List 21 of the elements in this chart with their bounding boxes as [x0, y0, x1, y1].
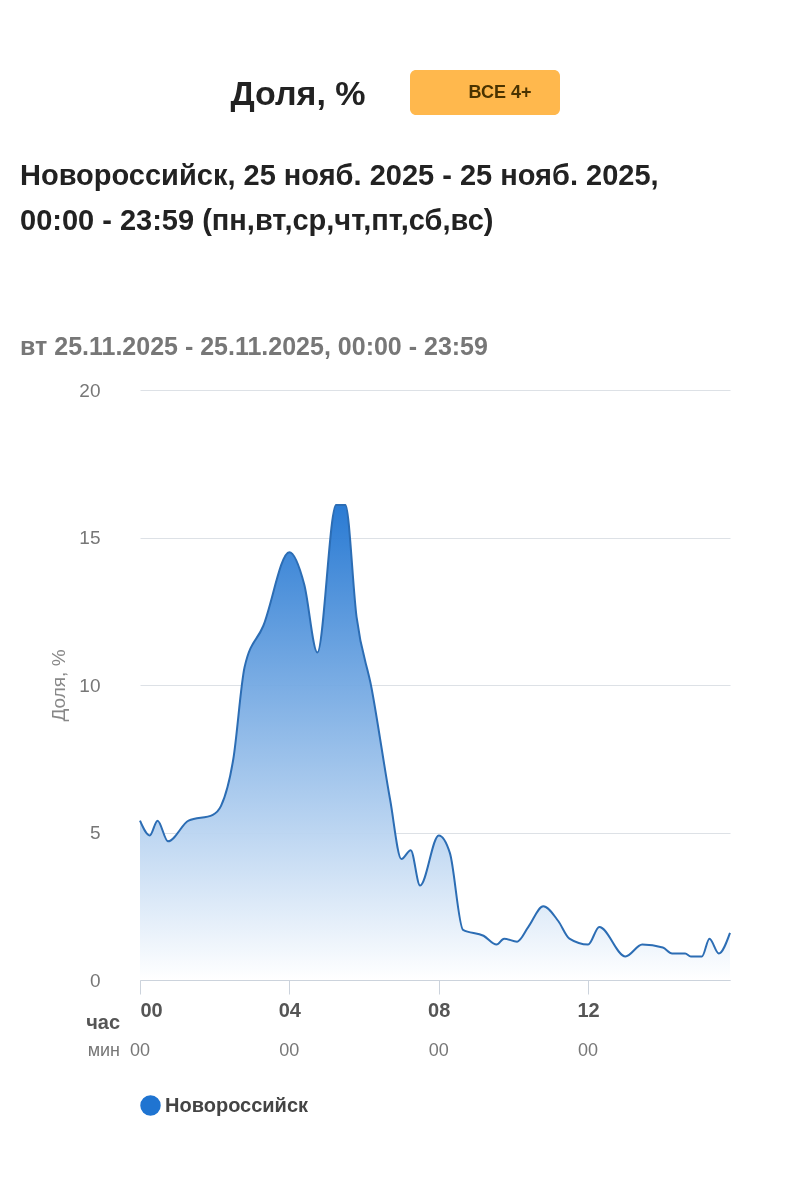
text: 00	[129, 1040, 151, 1060]
y-tick-label: 5	[89, 822, 101, 843]
text: ВСЕ 4+	[468, 82, 532, 102]
y-tick-label: 15	[79, 527, 101, 548]
text: вт 25.11.2025 - 25.11.2025, 00:00 - 23:59	[20, 332, 488, 360]
text: час	[86, 1011, 120, 1033]
y-tick-label: 0	[89, 969, 101, 991]
chart-subtitle: Новороссийск, 25 нояб. 2025 - 25 нояб. 2025, 00:00 - 23:59 (пн,вт,ср,чт,пт,сб,вс)	[20, 159, 659, 236]
x-tick-label: 08	[428, 998, 451, 1021]
legend-label: Новороссийск	[165, 1093, 310, 1116]
text: мин	[87, 1040, 120, 1060]
text: 00	[428, 1040, 449, 1060]
y-tick-label: 10	[79, 674, 101, 696]
y-tick-label: 20	[79, 379, 101, 401]
chart-title: Доля, %	[230, 74, 366, 112]
text: 00	[279, 1040, 300, 1060]
text: 00	[578, 1040, 599, 1060]
x-tick-label: 04	[278, 998, 302, 1021]
x-tick-label: 00	[140, 998, 163, 1021]
y-axis-title: Доля, %	[48, 649, 70, 722]
x-tick-label: 12	[577, 998, 600, 1021]
